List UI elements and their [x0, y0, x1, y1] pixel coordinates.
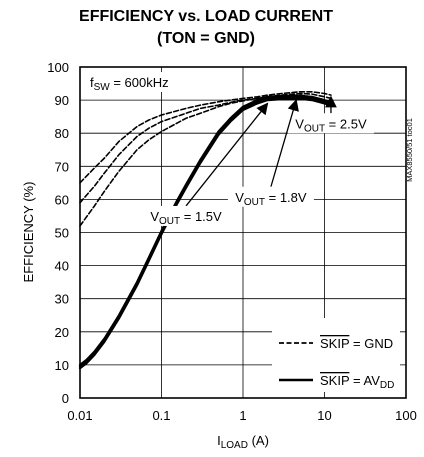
y-tick-labels: 0 10 20 30 40 50 60 70 80 90 100: [47, 60, 69, 406]
y-tick-label: 100: [47, 60, 69, 75]
y-axis-label: EFFICIENCY (%): [21, 182, 36, 283]
annotation-bg: [287, 113, 374, 134]
x-tick-label: 10: [317, 408, 331, 423]
y-tick-label: 40: [55, 259, 69, 274]
y-tick-label: 30: [55, 292, 69, 307]
annotation-arrow: [185, 102, 269, 207]
chart-title: EFFICIENCY vs. LOAD CURRENT: [79, 8, 333, 25]
vout-annotation: VOUT = 1.5V: [150, 209, 222, 227]
x-tick-label: 0.1: [152, 408, 170, 423]
y-tick-label: 70: [55, 159, 69, 174]
vout-annotation: VOUT = 1.8V: [235, 190, 307, 208]
x-axis-label: ILOAD (A): [217, 433, 269, 451]
annotation-bg: [143, 205, 230, 226]
x-tick-label: 1: [239, 408, 246, 423]
x-tick-label: 100: [395, 408, 417, 423]
y-tick-label: 80: [55, 126, 69, 141]
legend-label: SKIP = AVDD: [320, 373, 394, 391]
x-tick-labels: 0.01 0.1 1 10 100: [67, 408, 417, 423]
series-line-skip-gnd: [79, 92, 332, 204]
x-tick-label: 0.01: [67, 408, 92, 423]
plot-frame: [79, 66, 407, 399]
series-line-skip-avdd: [78, 97, 333, 370]
chart-subtitle: (TON = GND): [157, 30, 255, 47]
annotation-arrow: [270, 98, 299, 187]
series-line-skip-gnd: [79, 91, 332, 184]
legend-label: SKIP = GND: [320, 336, 393, 351]
y-tick-label: 20: [55, 325, 69, 340]
y-tick-label: 60: [55, 192, 69, 207]
vout-annotations: VOUT = 2.5V VOUT = 1.8V VOUT = 1.5V: [143, 95, 374, 227]
y-tick-label: 50: [55, 226, 69, 241]
series-lines: [78, 91, 333, 370]
legend: SKIP = GND SKIP = AVDD: [272, 318, 400, 392]
fsw-label-bg: [86, 72, 186, 92]
y-tick-label: 90: [55, 93, 69, 108]
side-code-label: MAX8550/51 toc01: [405, 118, 414, 182]
vout-annotation: VOUT = 2.5V: [295, 116, 367, 134]
annotation-bg: [227, 186, 314, 207]
fsw-label: fSW = 600kHz: [90, 75, 169, 93]
y-tick-label: 10: [55, 358, 69, 373]
y-tick-label: 0: [62, 391, 69, 406]
